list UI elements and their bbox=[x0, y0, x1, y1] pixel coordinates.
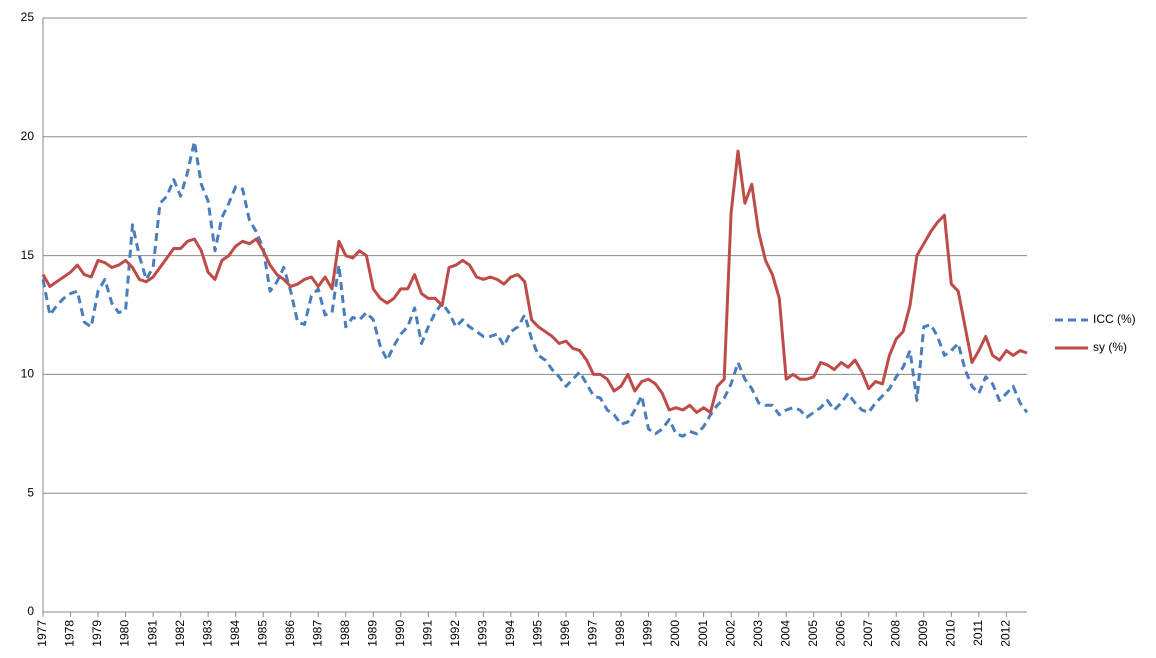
x-tick-label: 1989 bbox=[365, 620, 379, 647]
x-tick-label: 1993 bbox=[476, 620, 490, 647]
x-tick-label: 1996 bbox=[558, 620, 572, 647]
y-tick-label: 0 bbox=[27, 604, 34, 618]
x-tick-label: 1990 bbox=[393, 620, 407, 647]
x-tick-label: 1992 bbox=[448, 620, 462, 647]
x-tick-label: 2004 bbox=[778, 620, 792, 647]
x-tick-label: 2010 bbox=[943, 620, 957, 647]
x-tick-label: 1984 bbox=[228, 620, 242, 647]
x-tick-label: 2003 bbox=[751, 620, 765, 647]
x-tick-label: 1985 bbox=[255, 620, 269, 647]
y-tick-label: 15 bbox=[21, 248, 35, 262]
x-tick-label: 1982 bbox=[173, 620, 187, 647]
x-tick-label: 1997 bbox=[586, 620, 600, 647]
x-tick-label: 1979 bbox=[90, 620, 104, 647]
x-tick-label: 1980 bbox=[118, 620, 132, 647]
x-tick-label: 2007 bbox=[861, 620, 875, 647]
x-tick-label: 1977 bbox=[35, 620, 49, 647]
series-line bbox=[41, 149, 1028, 414]
y-tick-label: 25 bbox=[21, 10, 35, 24]
x-tick-label: 1988 bbox=[338, 620, 352, 647]
x-tick-label: 1994 bbox=[503, 620, 517, 647]
series-line bbox=[41, 140, 1029, 438]
x-tick-label: 2006 bbox=[833, 620, 847, 647]
y-tick-label: 10 bbox=[21, 367, 35, 381]
x-tick-label: 2012 bbox=[999, 620, 1013, 647]
x-tick-label: 1986 bbox=[283, 620, 297, 647]
x-tick-label: 2011 bbox=[971, 620, 985, 646]
x-tick-label: 2002 bbox=[723, 620, 737, 647]
x-tick-label: 1983 bbox=[200, 620, 214, 647]
x-tick-label: 1981 bbox=[145, 620, 159, 647]
x-tick-label: 2000 bbox=[668, 620, 682, 647]
x-tick-label: 1991 bbox=[421, 620, 435, 647]
x-tick-label: 1995 bbox=[531, 620, 545, 647]
x-tick-label: 1978 bbox=[63, 620, 77, 647]
y-tick-label: 5 bbox=[27, 485, 34, 499]
x-tick-label: 2009 bbox=[916, 620, 930, 647]
x-tick-label: 1998 bbox=[613, 620, 627, 647]
x-tick-label: 1999 bbox=[641, 620, 655, 647]
x-tick-label: 2008 bbox=[888, 620, 902, 647]
legend-label: ICC (%) bbox=[1093, 312, 1136, 326]
y-tick-label: 20 bbox=[21, 129, 35, 143]
x-tick-label: 2001 bbox=[696, 620, 710, 647]
legend-label: sy (%) bbox=[1093, 340, 1127, 354]
x-tick-label: 2005 bbox=[806, 620, 820, 647]
x-tick-label: 1987 bbox=[310, 620, 324, 647]
